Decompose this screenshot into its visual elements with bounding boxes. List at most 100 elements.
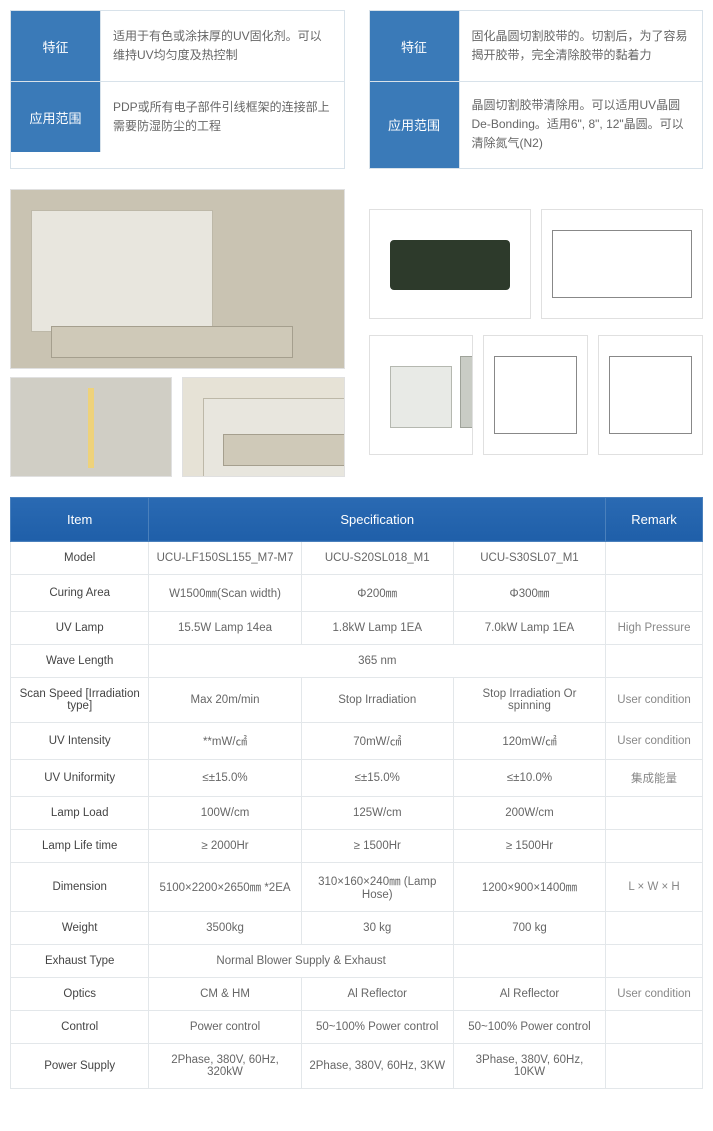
spec-row-key: Weight	[11, 911, 149, 944]
spec-cell: 2Phase, 380V, 60Hz, 3KW	[301, 1043, 453, 1088]
spec-row: ControlPower control50~100% Power contro…	[11, 1010, 703, 1043]
th-remark: Remark	[606, 497, 703, 541]
left-application-value: PDP或所有电子部件引线框架的连接部上需要防湿防尘的工程	[101, 82, 344, 152]
spec-remark	[606, 644, 703, 677]
spec-cell: 2Phase, 380V, 60Hz, 320kW	[149, 1043, 301, 1088]
th-spec: Specification	[149, 497, 606, 541]
machine-photo-main	[10, 189, 345, 369]
spec-row-key: Dimension	[11, 862, 149, 911]
spec-cell: 100W/cm	[149, 796, 301, 829]
cooler-diagram-1	[483, 335, 588, 455]
left-feature-label: 特征	[11, 11, 101, 81]
spec-cell: 15.5W Lamp 14ea	[149, 611, 301, 644]
spec-remark: User condition	[606, 677, 703, 722]
spec-row-key: UV Intensity	[11, 722, 149, 759]
spec-remark: User condition	[606, 977, 703, 1010]
spec-cell: 50~100% Power control	[453, 1010, 605, 1043]
spec-remark	[606, 574, 703, 611]
spec-cell: Stop Irradiation Or spinning	[453, 677, 605, 722]
spec-cell: ≤±10.0%	[453, 759, 605, 796]
spec-cell: UCU-S20SL018_M1	[301, 541, 453, 574]
spec-row: Lamp Life time≥ 2000Hr≥ 1500Hr≥ 1500Hr	[11, 829, 703, 862]
spec-remark: High Pressure	[606, 611, 703, 644]
spec-row: Lamp Load100W/cm125W/cm200W/cm	[11, 796, 703, 829]
spec-cell: ≤±15.0%	[149, 759, 301, 796]
spec-row-key: Control	[11, 1010, 149, 1043]
machine-back-thumb	[182, 377, 344, 477]
spec-cell: 50~100% Power control	[301, 1010, 453, 1043]
spec-remark	[606, 829, 703, 862]
spec-cell-merged: 365 nm	[149, 644, 606, 677]
spec-cell: 1.8kW Lamp 1EA	[301, 611, 453, 644]
spec-cell: ≥ 1500Hr	[301, 829, 453, 862]
spec-remark	[606, 1010, 703, 1043]
spec-row: Curing AreaW1500㎜(Scan width)Φ200㎜Φ300㎜	[11, 574, 703, 611]
spec-cell: Stop Irradiation	[301, 677, 453, 722]
spec-remark: User condition	[606, 722, 703, 759]
spec-row: Scan Speed [Irradiation type]Max 20m/min…	[11, 677, 703, 722]
spec-cell: 3Phase, 380V, 60Hz, 10KW	[453, 1043, 605, 1088]
spec-row-key: UV Lamp	[11, 611, 149, 644]
spec-row: OpticsCM & HMAl ReflectorAl ReflectorUse…	[11, 977, 703, 1010]
spec-row-key: Power Supply	[11, 1043, 149, 1088]
spec-row-key: Exhaust Type	[11, 944, 149, 977]
spec-table: Item Specification Remark ModelUCU-LF150…	[10, 497, 703, 1089]
cooler-photo	[369, 335, 474, 455]
spec-cell: ≥ 1500Hr	[453, 829, 605, 862]
spec-remark: L × W × H	[606, 862, 703, 911]
left-feature-value: 适用于有色或涂抹厚的UV固化剂。可以维持UV均匀度及热控制	[101, 11, 344, 81]
spec-cell: Φ300㎜	[453, 574, 605, 611]
spec-row-key: Scan Speed [Irradiation type]	[11, 677, 149, 722]
spec-cell: 30 kg	[301, 911, 453, 944]
spec-row-key: UV Uniformity	[11, 759, 149, 796]
spec-row-key: Model	[11, 541, 149, 574]
spec-row: Power Supply2Phase, 380V, 60Hz, 320kW2Ph…	[11, 1043, 703, 1088]
spec-cell: 200W/cm	[453, 796, 605, 829]
spec-row: UV Intensity**mW/㎠70mW/㎠120mW/㎠User cond…	[11, 722, 703, 759]
uvbox-photo	[369, 209, 531, 319]
right-feature-label: 特征	[370, 11, 460, 81]
spec-table-wrap: Item Specification Remark ModelUCU-LF150…	[0, 487, 713, 1099]
spec-cell: UCU-S30SL07_M1	[453, 541, 605, 574]
spec-row-key: Lamp Life time	[11, 829, 149, 862]
spec-cell: ≥ 2000Hr	[149, 829, 301, 862]
gallery-right	[369, 189, 704, 477]
left-application-label: 应用范围	[11, 82, 101, 152]
spec-row: Dimension5100×2200×2650㎜ *2EA310×160×240…	[11, 862, 703, 911]
spec-cell: 70mW/㎠	[301, 722, 453, 759]
spec-row: UV Lamp15.5W Lamp 14ea1.8kW Lamp 1EA7.0k…	[11, 611, 703, 644]
spec-cell: Power control	[149, 1010, 301, 1043]
th-item: Item	[11, 497, 149, 541]
spec-cell	[453, 944, 605, 977]
spec-row-key: Wave Length	[11, 644, 149, 677]
spec-cell: CM & HM	[149, 977, 301, 1010]
right-application-label: 应用范围	[370, 82, 460, 168]
spec-remark	[606, 796, 703, 829]
spec-row: Exhaust TypeNormal Blower Supply & Exhau…	[11, 944, 703, 977]
spec-cell: 7.0kW Lamp 1EA	[453, 611, 605, 644]
top-info-tables: 特征 适用于有色或涂抹厚的UV固化剂。可以维持UV均匀度及热控制 应用范围 PD…	[0, 0, 713, 179]
spec-cell: 120mW/㎠	[453, 722, 605, 759]
spec-cell: Max 20m/min	[149, 677, 301, 722]
spec-remark: 集成能量	[606, 759, 703, 796]
spec-remark	[606, 541, 703, 574]
uvbox-diagram	[541, 209, 703, 319]
cooler-diagram-2	[598, 335, 703, 455]
spec-cell: 1200×900×1400㎜	[453, 862, 605, 911]
spec-cell: ≤±15.0%	[301, 759, 453, 796]
spec-cell: Al Reflector	[453, 977, 605, 1010]
right-application-value: 晶圆切割胶带清除用。可以适用UV晶圆De-Bonding。适用6", 8", 1…	[460, 82, 703, 168]
spec-cell: UCU-LF150SL155_M7-M7	[149, 541, 301, 574]
spec-cell: 700 kg	[453, 911, 605, 944]
spec-remark	[606, 1043, 703, 1088]
right-feature-value: 固化晶圆切割胶带的。切割后，为了容易揭开胶带，完全清除胶带的黏着力	[460, 11, 703, 81]
spec-cell: 3500kg	[149, 911, 301, 944]
spec-row-key: Lamp Load	[11, 796, 149, 829]
spec-cell: 310×160×240㎜ (Lamp Hose)	[301, 862, 453, 911]
spec-row: UV Uniformity≤±15.0%≤±15.0%≤±10.0%集成能量	[11, 759, 703, 796]
gallery-left	[10, 189, 345, 477]
spec-row: ModelUCU-LF150SL155_M7-M7UCU-S20SL018_M1…	[11, 541, 703, 574]
info-table-left: 特征 适用于有色或涂抹厚的UV固化剂。可以维持UV均匀度及热控制 应用范围 PD…	[10, 10, 345, 169]
spec-cell: 125W/cm	[301, 796, 453, 829]
spec-row-key: Optics	[11, 977, 149, 1010]
